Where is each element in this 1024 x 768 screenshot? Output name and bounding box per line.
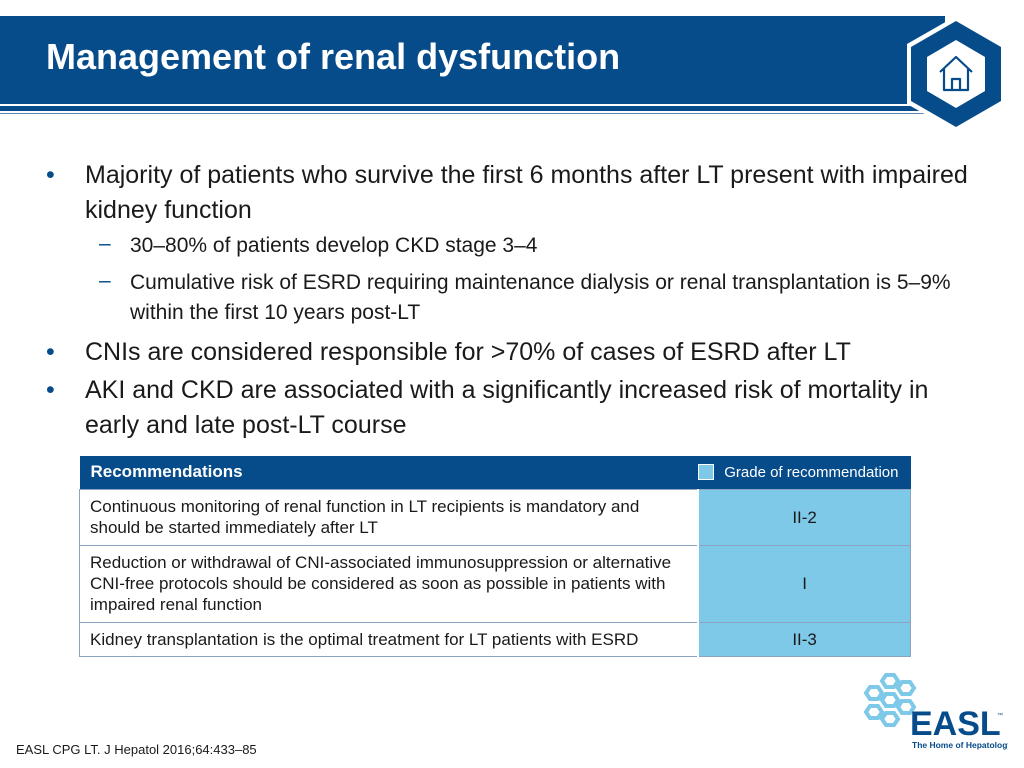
table-row: Kidney transplantation is the optimal tr… xyxy=(79,621,912,657)
svg-text:™: ™ xyxy=(997,712,1003,719)
home-icon xyxy=(907,16,1005,132)
sub-bullet-list: 30–80% of patients develop CKD stage 3–4… xyxy=(85,229,976,328)
recommendations-header-row: Recommendations Grade of recommendation xyxy=(79,456,911,489)
page-title: Management of renal dysfunction xyxy=(46,36,621,77)
header-stripe xyxy=(0,106,945,111)
recommendations-table: Recommendations Grade of recommendation … xyxy=(79,456,912,657)
recommendation-text: Kidney transplantation is the optimal tr… xyxy=(79,621,700,657)
bullet-list: Majority of patients who survive the fir… xyxy=(46,158,976,446)
sub-bullet-item: 30–80% of patients develop CKD stage 3–4 xyxy=(85,229,976,261)
table-row: Continuous monitoring of renal function … xyxy=(79,488,912,546)
bullet-item: CNIs are considered responsible for >70%… xyxy=(46,335,976,370)
bullet-text: AKI and CKD are associated with a signif… xyxy=(85,376,929,439)
recommendation-text: Continuous monitoring of renal function … xyxy=(79,488,700,546)
recommendation-grade: I xyxy=(697,544,912,623)
easl-logo: EASL ™ The Home of Hepatology xyxy=(858,672,1012,754)
bullet-text: CNIs are considered responsible for >70%… xyxy=(85,338,851,366)
bullet-item: AKI and CKD are associated with a signif… xyxy=(46,373,976,443)
sub-bullet-item: Cumulative risk of ESRD requiring mainte… xyxy=(85,266,976,328)
bullet-text: Majority of patients who survive the fir… xyxy=(85,161,968,224)
grade-legend-swatch xyxy=(698,463,715,480)
easl-hexagon-cluster-icon: EASL ™ The Home of Hepatology xyxy=(863,673,1012,750)
recommendation-text: Reduction or withdrawal of CNI-associate… xyxy=(79,544,700,623)
recommendations-header: Recommendations xyxy=(79,456,699,489)
recommendation-grade: II-3 xyxy=(697,621,912,657)
home-button[interactable] xyxy=(901,12,1011,136)
header-band xyxy=(0,16,945,104)
svg-text:EASL: EASL xyxy=(910,705,1001,743)
recommendation-grade: II-2 xyxy=(697,488,912,546)
grade-legend-label: Grade of recommendation xyxy=(724,463,899,481)
table-row: Reduction or withdrawal of CNI-associate… xyxy=(79,544,912,623)
svg-text:The Home of Hepatology: The Home of Hepatology xyxy=(912,740,1008,750)
citation: EASL CPG LT. J Hepatol 2016;64:433–85 xyxy=(16,742,257,757)
bullet-item: Majority of patients who survive the fir… xyxy=(46,158,976,328)
header-rule xyxy=(0,113,945,114)
grade-legend: Grade of recommendation xyxy=(698,456,911,489)
